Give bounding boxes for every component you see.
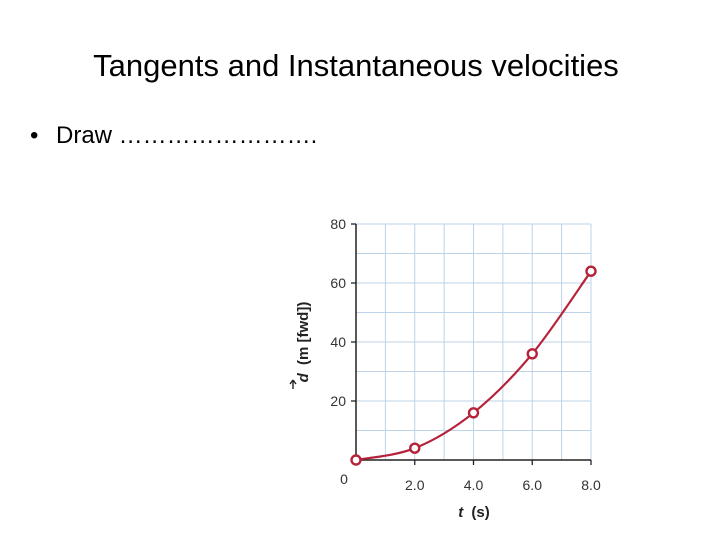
data-point xyxy=(526,348,538,360)
slide-title: Tangents and Instantaneous velocities xyxy=(93,48,619,83)
x-axis-label: t (s) xyxy=(458,504,490,521)
x-tick-label: 6.0 xyxy=(523,477,543,493)
data-point xyxy=(350,454,362,466)
data-point xyxy=(467,407,480,419)
chart-grid xyxy=(356,223,592,460)
data-point xyxy=(409,442,421,454)
x-axis-unit: (s) xyxy=(471,504,489,521)
y-axis-label-group: d (m [fwd]) xyxy=(289,302,312,389)
y-tick-label: 60 xyxy=(330,275,346,291)
bullet-marker: • xyxy=(30,122,39,149)
chart-axis-labels: t (s) d (m [fwd]) xyxy=(289,302,490,521)
x-axis-variable: t xyxy=(458,504,464,521)
chart-tick-labels: 0 2.0 4.0 6.0 8.0 20 40 60 80 xyxy=(330,216,601,493)
x-tick-label: 8.0 xyxy=(581,477,601,493)
x-tick-label: 4.0 xyxy=(464,477,484,493)
y-tick-label: 40 xyxy=(330,334,346,350)
y-tick-label: 20 xyxy=(330,393,346,409)
x-tick-label: 0 xyxy=(340,471,348,487)
vector-arrow-head xyxy=(289,379,297,385)
bullet-text: Draw ……………………. xyxy=(56,122,318,149)
y-axis-variable: d xyxy=(295,372,312,382)
chart-axes xyxy=(351,223,592,465)
chart-series xyxy=(350,265,597,466)
series-line xyxy=(355,270,592,462)
data-point xyxy=(585,265,597,277)
y-axis-unit: (m [fwd]) xyxy=(295,302,312,365)
y-tick-label: 80 xyxy=(330,216,346,232)
y-axis-label: d (m [fwd]) xyxy=(295,302,312,383)
x-tick-label: 2.0 xyxy=(405,477,425,493)
bullet-item: • Draw ……………………. xyxy=(30,122,317,150)
